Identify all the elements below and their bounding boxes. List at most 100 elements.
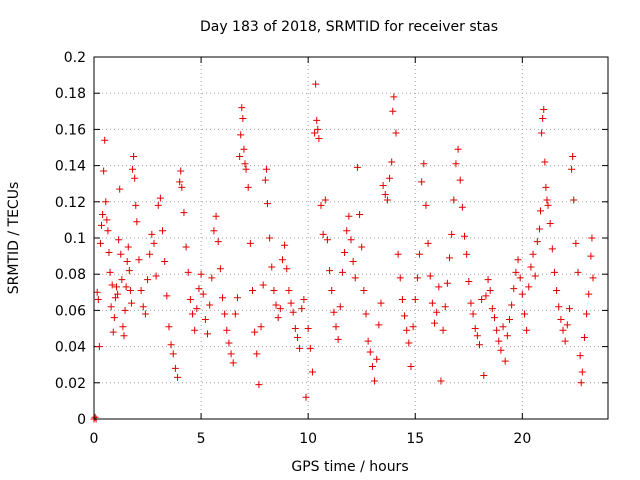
- data-point: [570, 196, 578, 204]
- data-point: [563, 321, 571, 329]
- data-point: [122, 283, 130, 291]
- data-point: [111, 294, 119, 302]
- data-point: [313, 116, 321, 124]
- data-point: [223, 326, 231, 334]
- data-point: [336, 303, 344, 311]
- data-point: [261, 176, 269, 184]
- data-point: [527, 263, 535, 271]
- data-point: [390, 93, 398, 101]
- data-point: [169, 350, 177, 358]
- data-point: [469, 310, 477, 318]
- data-point: [204, 330, 212, 338]
- data-point: [276, 305, 284, 313]
- data-point: [117, 250, 125, 258]
- data-point: [191, 326, 199, 334]
- data-point: [283, 265, 291, 273]
- data-point: [587, 252, 595, 260]
- data-point: [319, 230, 327, 238]
- data-point: [497, 346, 505, 354]
- data-point: [321, 196, 329, 204]
- data-point: [102, 198, 110, 206]
- data-point: [540, 105, 548, 113]
- data-point: [278, 256, 286, 264]
- data-point: [300, 296, 308, 304]
- data-point: [448, 230, 456, 238]
- data-point: [520, 310, 528, 318]
- data-point: [246, 239, 254, 247]
- data-point: [508, 301, 516, 309]
- data-point: [499, 323, 507, 331]
- data-point: [510, 285, 518, 293]
- data-point: [184, 268, 192, 276]
- data-point: [473, 332, 481, 340]
- data-point: [100, 167, 108, 175]
- data-point: [121, 306, 129, 314]
- data-point: [95, 343, 103, 351]
- data-point: [568, 165, 576, 173]
- data-point: [144, 276, 152, 284]
- data-point: [409, 323, 417, 331]
- data-point: [484, 276, 492, 284]
- data-point: [105, 248, 113, 256]
- y-axis-label: SRMTID / TECUs: [6, 182, 22, 295]
- data-point: [338, 268, 346, 276]
- data-point: [312, 80, 320, 88]
- data-point: [227, 350, 235, 358]
- data-point: [428, 299, 436, 307]
- data-point: [585, 290, 593, 298]
- data-point: [148, 230, 156, 238]
- data-point: [443, 279, 451, 287]
- data-point: [482, 292, 490, 300]
- grid-lines: [94, 57, 608, 419]
- x-tick-label: 5: [197, 431, 206, 447]
- data-point: [523, 326, 531, 334]
- data-point: [114, 290, 122, 298]
- data-point: [116, 185, 124, 193]
- data-point: [167, 341, 175, 349]
- data-point: [253, 350, 261, 358]
- data-point: [146, 250, 154, 258]
- data-point: [195, 285, 203, 293]
- data-point: [569, 153, 577, 161]
- data-point: [518, 290, 526, 298]
- data-point: [396, 274, 404, 282]
- data-point: [413, 274, 421, 282]
- data-point: [94, 296, 102, 304]
- data-point: [174, 373, 182, 381]
- data-point: [548, 245, 556, 253]
- data-point: [237, 131, 245, 139]
- data-point: [293, 334, 301, 342]
- data-point: [239, 115, 247, 123]
- data-point: [154, 201, 162, 209]
- data-point: [364, 337, 372, 345]
- data-point: [244, 183, 252, 191]
- data-point: [578, 368, 586, 376]
- y-tick-label: 0.06: [55, 303, 86, 319]
- data-point: [371, 377, 379, 385]
- data-point: [550, 268, 558, 276]
- data-point: [91, 413, 99, 421]
- data-point: [263, 200, 271, 208]
- data-point: [514, 256, 522, 264]
- data-point: [441, 303, 449, 311]
- data-point: [311, 129, 319, 137]
- data-point: [259, 281, 267, 289]
- data-point: [476, 341, 483, 349]
- data-point: [388, 158, 396, 166]
- data-point: [197, 270, 205, 278]
- data-point: [543, 196, 551, 204]
- data-point: [225, 339, 233, 347]
- data-point: [538, 129, 546, 137]
- x-tick-label: 10: [299, 431, 317, 447]
- data-point: [531, 272, 539, 280]
- y-tick-label: 0.18: [55, 86, 86, 102]
- data-point: [488, 305, 496, 313]
- y-tick-label: 0.16: [55, 122, 86, 138]
- data-point: [208, 274, 216, 282]
- data-point: [356, 210, 364, 218]
- data-point: [542, 183, 550, 191]
- data-point: [589, 274, 597, 282]
- data-point: [465, 277, 473, 285]
- data-point: [565, 305, 573, 313]
